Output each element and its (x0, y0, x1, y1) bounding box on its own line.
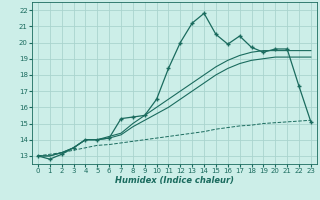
X-axis label: Humidex (Indice chaleur): Humidex (Indice chaleur) (115, 176, 234, 185)
